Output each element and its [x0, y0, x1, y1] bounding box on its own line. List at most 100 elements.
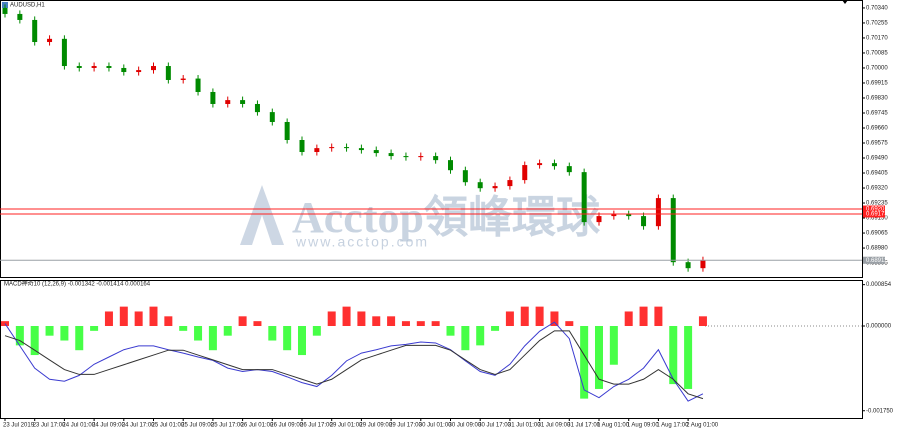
y-tick-label: 0.69065	[866, 231, 888, 237]
histogram-bar	[179, 326, 188, 331]
histogram-bar	[372, 316, 381, 326]
candle-body	[685, 262, 691, 269]
y-tick-label: 0.68980	[866, 246, 888, 252]
y-tick-label: 0.69745	[866, 111, 888, 117]
scroll-marker	[842, 0, 848, 4]
price-level-tag	[863, 210, 885, 218]
candle-body	[462, 170, 468, 183]
histogram-bar	[505, 311, 514, 326]
histogram-bar	[624, 311, 633, 326]
candle-body	[284, 121, 290, 141]
candle-body	[522, 165, 528, 181]
macd-panel-frame	[0, 280, 863, 419]
histogram-bar	[431, 321, 440, 326]
candle-body	[314, 148, 320, 153]
histogram-bar	[15, 326, 24, 346]
y-tick-label: 0.69660	[866, 126, 888, 132]
x-tick-label: 23 Jul 17:00	[33, 423, 66, 429]
current-price-tag	[863, 256, 885, 264]
x-tick-label: 1 Aug 01:00	[597, 423, 630, 429]
watermark-logo	[240, 185, 284, 245]
candle-body	[76, 66, 82, 68]
x-tick-label: 2 Aug 01:00	[686, 423, 719, 429]
histogram-bar	[446, 326, 455, 336]
y-tick-label: 0.70170	[866, 36, 888, 42]
histogram-bar	[342, 306, 351, 326]
x-tick-label: 30 Jul 17:00	[478, 423, 511, 429]
histogram-bar	[134, 311, 143, 326]
watermark-url: www.acctop.com	[295, 234, 429, 250]
candle-body	[91, 66, 97, 68]
candle-body	[240, 100, 246, 104]
y-tick-label: 0.69575	[866, 141, 888, 147]
x-tick-label: 25 Jul 01:00	[152, 423, 185, 429]
candle-body	[655, 198, 661, 227]
histogram-bar	[104, 311, 113, 326]
y-tick-label: 0.70000	[866, 66, 888, 72]
x-tick-label: 24 Jul 09:00	[92, 423, 125, 429]
candle-body	[121, 67, 127, 73]
candle-body	[670, 198, 676, 263]
histogram-bar	[283, 326, 292, 351]
y-tick-label: -0.001750	[866, 408, 894, 414]
histogram-bar	[609, 326, 618, 365]
histogram-bar	[535, 306, 544, 326]
histogram-bar	[491, 326, 500, 331]
histogram-bar	[298, 326, 306, 356]
x-tick-label: 31 Jul 01:00	[508, 423, 541, 429]
candle-body	[195, 78, 201, 92]
candle-body	[551, 163, 557, 167]
candle-body	[344, 147, 350, 149]
chart-title: AUDUSD,H1	[10, 3, 45, 9]
price-level-tag	[863, 205, 885, 213]
histogram-bar	[119, 306, 128, 326]
histogram-bar	[461, 326, 470, 351]
watermark-brand: Acctop領峰環球	[292, 192, 601, 242]
candle-body	[180, 78, 186, 80]
price-level-label: 0.69201	[866, 207, 888, 213]
current-price-label: 0.68911	[866, 258, 888, 264]
candle-body	[329, 147, 335, 149]
candle-body	[17, 13, 23, 20]
histogram-bar	[416, 321, 425, 326]
histogram-bar	[669, 326, 678, 385]
histogram-bar	[595, 326, 603, 389]
y-tick-label: 0.69405	[866, 171, 888, 177]
candle-body	[358, 148, 364, 151]
y-tick-label: 0.69490	[866, 156, 888, 162]
histogram-bar	[401, 321, 410, 326]
histogram-bar	[253, 321, 262, 326]
candle-body	[151, 66, 156, 71]
candle-body	[136, 70, 142, 73]
y-tick-label: 0.69320	[866, 186, 888, 192]
histogram-bar	[580, 326, 589, 399]
histogram-bar	[208, 326, 217, 351]
histogram-bar	[238, 316, 247, 326]
candle-body	[61, 38, 67, 67]
histogram-bar	[30, 326, 39, 356]
candle-body	[448, 160, 453, 171]
x-tick-label: 29 Jul 09:00	[359, 423, 392, 429]
x-tick-label: 24 Jul 17:00	[122, 423, 155, 429]
candle-body	[269, 112, 275, 122]
y-tick-label: 0.69830	[866, 96, 888, 102]
histogram-bar	[194, 326, 203, 341]
y-tick-label: 0.000854	[866, 282, 892, 288]
histogram-bar	[90, 326, 99, 331]
x-tick-label: 25 Jul 09:00	[181, 423, 214, 429]
x-tick-label: 23 Jul 2019	[3, 423, 35, 429]
x-tick-label: 29 Jul 01:00	[330, 423, 363, 429]
candle-body	[566, 166, 572, 173]
candle-body	[106, 66, 112, 68]
histogram-bar	[476, 326, 485, 346]
histogram-bar	[164, 316, 173, 326]
candle-body	[32, 19, 38, 43]
histogram-bar	[357, 311, 366, 326]
candle-body	[433, 156, 439, 161]
candle-body	[403, 156, 409, 158]
indicator-title: MACD神奇10 (12,26,9) -0.001342 -0.001414 0…	[4, 280, 151, 288]
x-tick-label: 1 Aug 09:00	[627, 423, 660, 429]
x-tick-label: 26 Jul 01:00	[241, 423, 274, 429]
watermark: Acctop領峰環球 www.acctop.com	[240, 185, 601, 250]
